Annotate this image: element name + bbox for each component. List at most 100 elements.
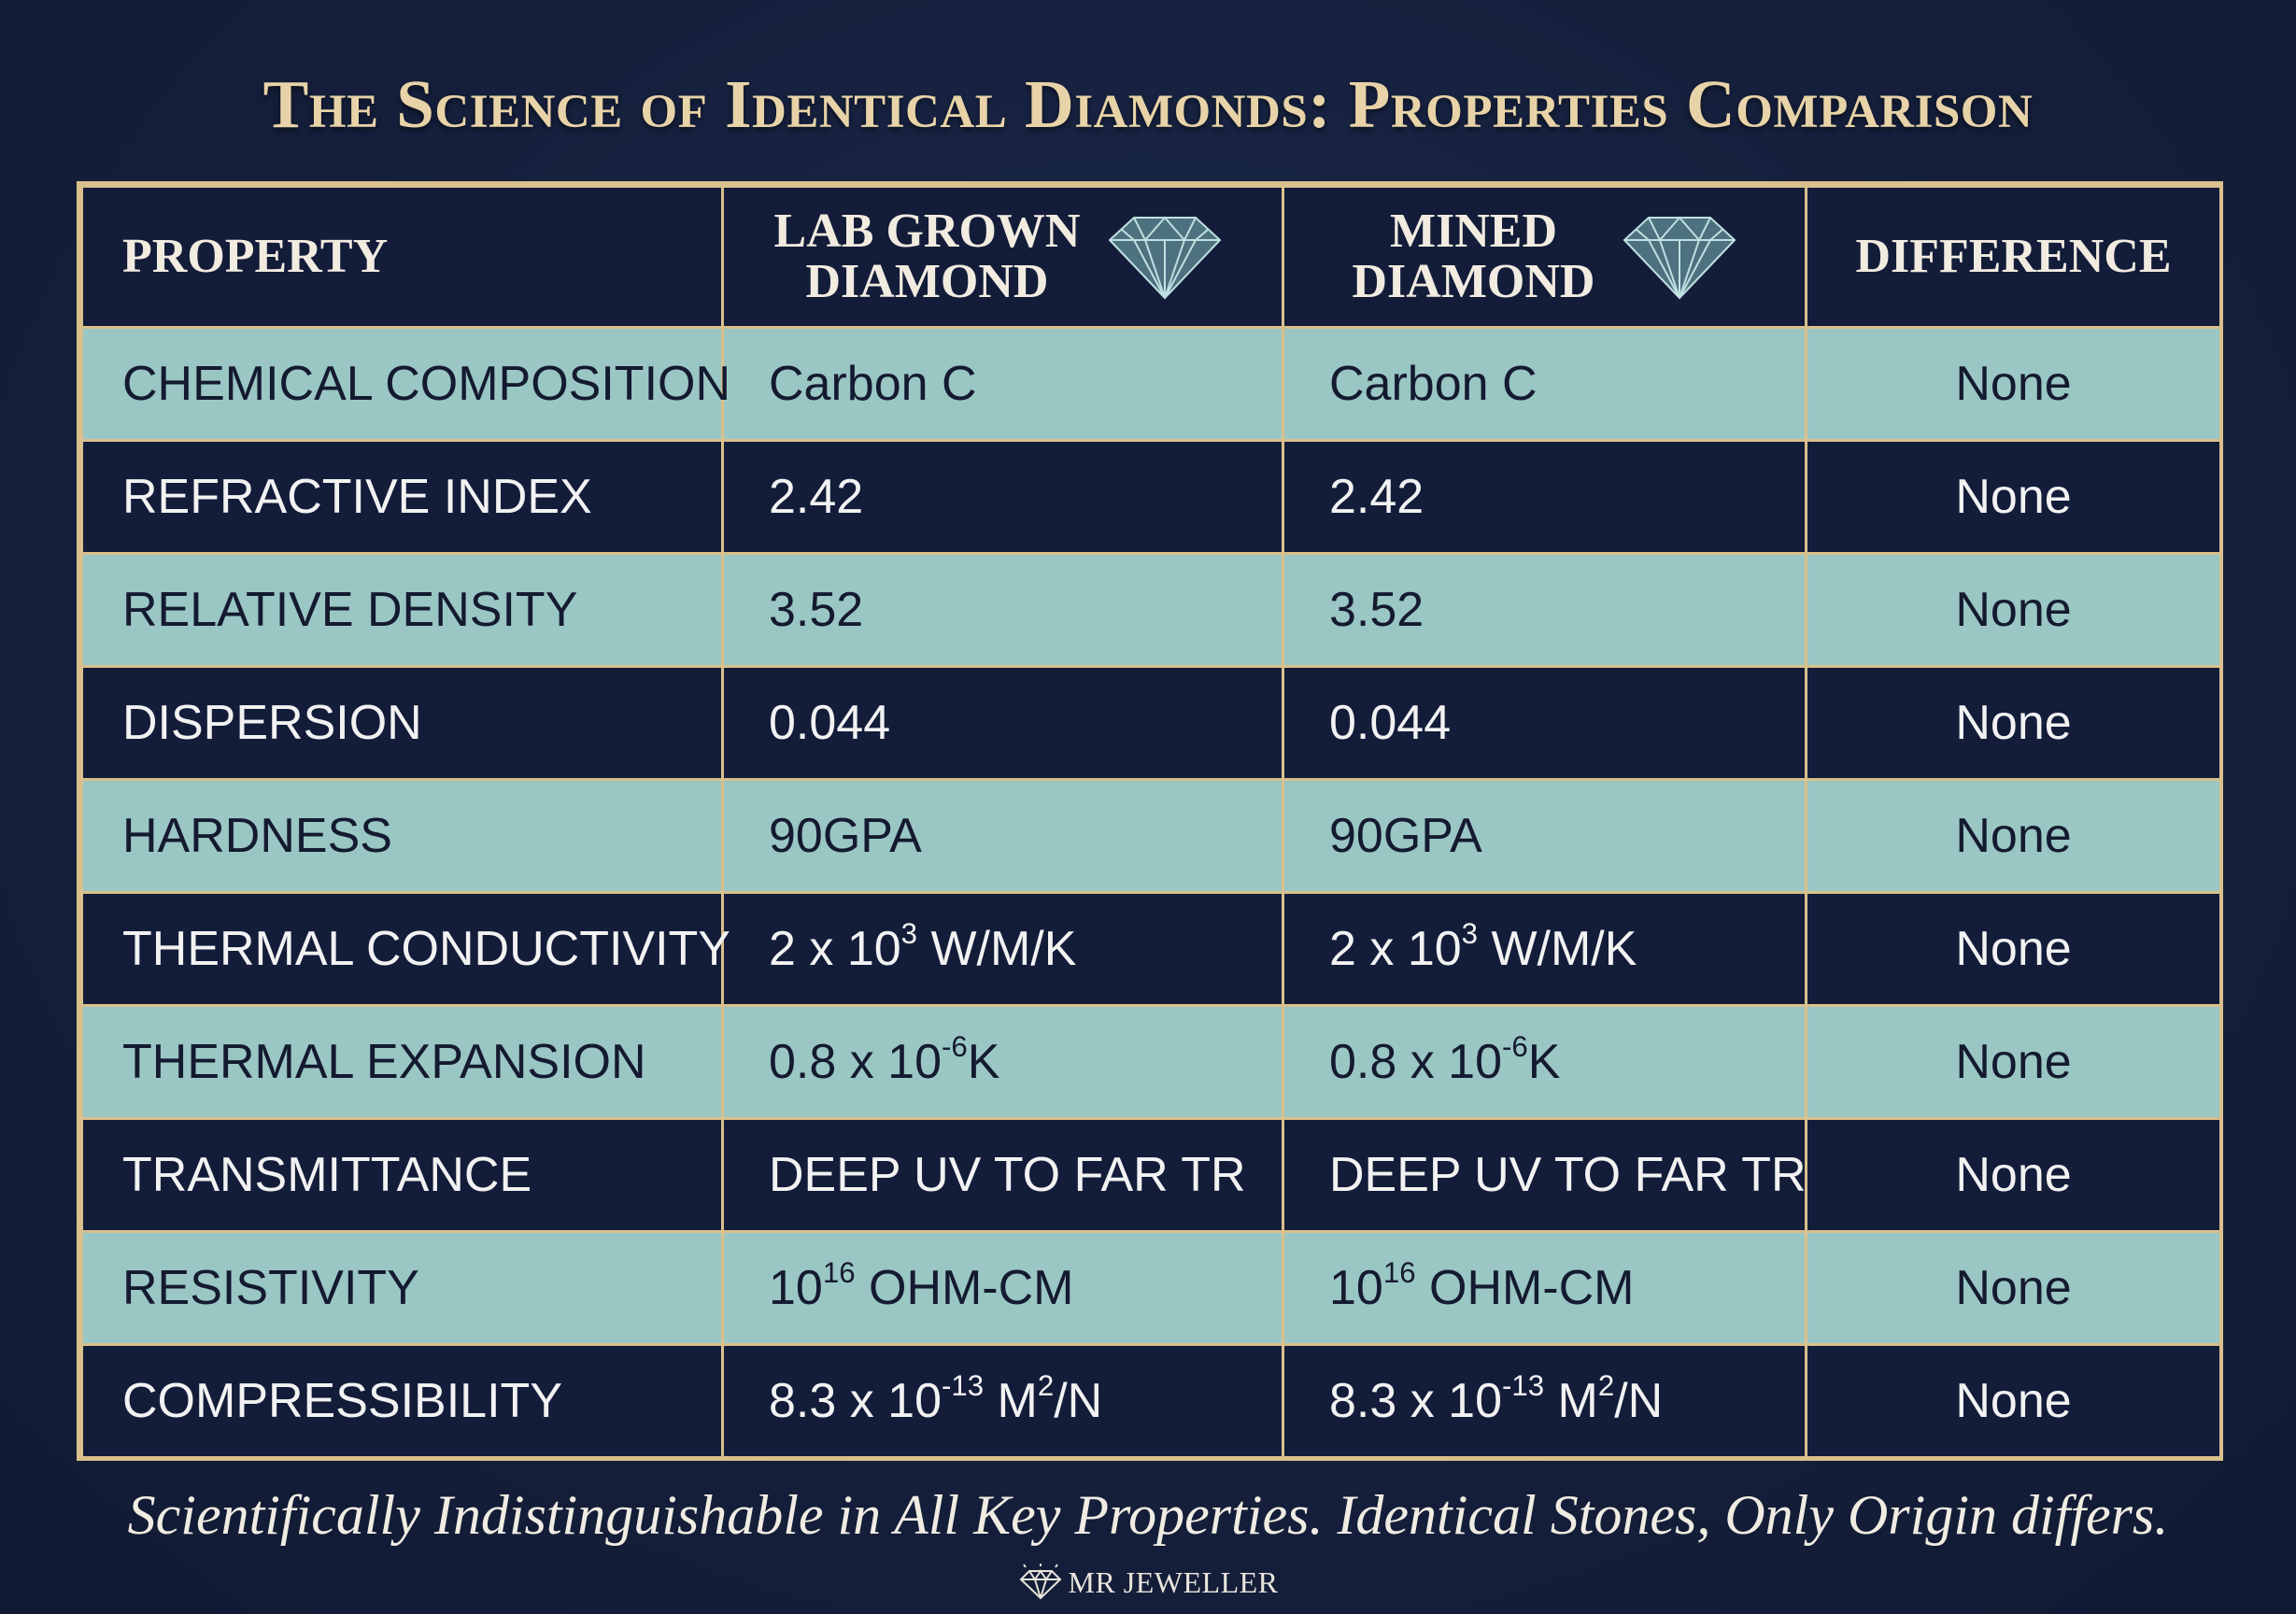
value-text: Carbon C [1329,357,1538,411]
header-lab-grown-line1: LAB GROWN [773,205,1081,258]
diamond-icon [1109,216,1222,300]
difference-cell: None [1805,665,2222,781]
lab-grown-value-cell: 2 x 103 W/M/K [721,891,1284,1007]
table-row: THERMAL EXPANSION 0.8 x 10-6K 0.8 x 10-6K N… [80,1004,2222,1120]
mined-value-cell: 0.8 x 10-6K [1282,1004,1807,1120]
mined-value-cell: 8.3 x 10-13 M2/N [1282,1343,1807,1459]
value-text: 3.52 [769,583,864,637]
table-row: DISPERSION 0.044 0.044 None [80,665,2222,781]
property-name-cell: REFRACTIVE INDEX [80,439,724,555]
diamond-logo-icon [1020,1564,1062,1600]
value-exponent: -13 [942,1369,985,1402]
property-name-cell: HARDNESS [80,778,724,894]
lab-grown-value-cell: Carbon C [721,326,1284,442]
table-row: CHEMICAL COMPOSITION Carbon C Carbon C None [80,326,2222,442]
value-text: 8.3 x 10 [769,1374,942,1428]
property-name-cell: THERMAL EXPANSION [80,1004,724,1120]
header-mined-line2: DIAMOND [1352,255,1595,308]
value-text: /N [1054,1374,1103,1428]
difference-cell: None [1805,778,2222,894]
mined-value-cell: 3.52 [1282,552,1807,668]
difference-cell: None [1805,1230,2222,1346]
property-name-cell: TRANSMITTANCE [80,1117,724,1233]
mined-value-cell: 90GPA [1282,778,1807,894]
value-exponent: 3 [900,917,918,950]
difference-cell: None [1805,1004,2222,1120]
value-text: W/M/K [1478,922,1637,976]
table-row: RESISTIVITY 1016 OHM-CM 1016 OHM-CM None [80,1230,2222,1346]
value-text: /N [1614,1374,1664,1428]
value-text: 0.044 [769,696,891,750]
properties-table: PROPERTY LAB GROWN DIAMOND [77,181,2223,1461]
property-name-cell: THERMAL CONDUCTIVITY [80,891,730,1007]
mined-value-cell: Carbon C [1282,326,1807,442]
footer-tagline: Scientifically Indistinguishable in All … [127,1484,2169,1546]
value-text: 2.42 [1329,470,1424,524]
value-exponent: 2 [1597,1369,1615,1402]
header-difference: DIFFERENCE [1805,185,2222,329]
lab-grown-value-cell: 3.52 [721,552,1284,668]
value-text: 0.8 x 10 [769,1035,942,1089]
value-text: M [1544,1374,1598,1428]
value-text: OHM-CM [1415,1261,1635,1315]
header-lab-grown-line2: DIAMOND [805,255,1049,308]
brand-name: MR JEWELLER [1068,1564,1279,1599]
page-title: The Science of Identical Diamonds: Prope… [262,66,2034,142]
table-row: THERMAL CONDUCTIVITY 2 x 103 W/M/K 2 x 103… [80,891,2222,1007]
value-text: OHM-CM [855,1261,1074,1315]
property-name-cell: RELATIVE DENSITY [80,552,724,668]
table-row: REFRACTIVE INDEX 2.42 2.42 None [80,439,2222,555]
value-text: 90GPA [769,809,922,863]
value-exponent: 16 [1382,1256,1416,1289]
diamond-icon [1623,216,1736,300]
value-text: W/M/K [917,922,1077,976]
value-text: 3.52 [1329,583,1424,637]
value-text: 0.044 [1329,696,1452,750]
header-property: PROPERTY [80,185,724,329]
difference-cell: None [1805,552,2222,668]
lab-grown-value-cell: 8.3 x 10-13 M2/N [721,1343,1284,1459]
mined-value-cell: 2 x 103 W/M/K [1282,891,1807,1007]
value-text: K [1527,1035,1561,1089]
difference-cell: None [1805,1117,2222,1233]
table-row: HARDNESS 90GPA 90GPA None [80,778,2222,894]
value-text: Carbon C [769,357,977,411]
value-text: DEEP UV TO FAR TR [769,1148,1246,1202]
value-text: 2 x 10 [1329,922,1462,976]
value-exponent: 2 [1037,1369,1055,1402]
brand-mark: MR JEWELLER [0,1562,2296,1603]
value-text: 2.42 [769,470,864,524]
header-mined-line1: MINED [1389,205,1558,258]
value-text: M [984,1374,1038,1428]
lab-grown-value-cell: 90GPA [721,778,1284,894]
table-row: TRANSMITTANCE DEEP UV TO FAR TR DEEP UV TO… [80,1117,2222,1233]
property-name-cell: CHEMICAL COMPOSITION [80,326,730,442]
table-row: RELATIVE DENSITY 3.52 3.52 None [80,552,2222,668]
mined-value-cell: DEEP UV TO FAR TR [1282,1117,1807,1233]
value-text: 8.3 x 10 [1329,1374,1503,1428]
value-exponent: -6 [1502,1030,1528,1063]
value-exponent: 16 [822,1256,856,1289]
difference-cell: None [1805,1343,2222,1459]
property-name-cell: DISPERSION [80,665,724,781]
value-text: K [967,1035,1000,1089]
header-mined: MINED DIAMOND [1282,185,1807,329]
value-exponent: 3 [1461,917,1479,950]
value-text: 10 [1329,1261,1383,1315]
mined-value-cell: 1016 OHM-CM [1282,1230,1807,1346]
header-lab-grown: LAB GROWN DIAMOND [721,185,1284,329]
lab-grown-value-cell: 0.044 [721,665,1284,781]
difference-cell: None [1805,891,2222,1007]
value-exponent: -6 [942,1030,968,1063]
lab-grown-value-cell: 2.42 [721,439,1284,555]
value-text: 90GPA [1329,809,1482,863]
lab-grown-value-cell: 1016 OHM-CM [721,1230,1284,1346]
lab-grown-value-cell: 0.8 x 10-6K [721,1004,1284,1120]
difference-cell: None [1805,326,2222,442]
mined-value-cell: 0.044 [1282,665,1807,781]
property-name-cell: RESISTIVITY [80,1230,724,1346]
value-text: DEEP UV TO FAR TR [1329,1148,1807,1202]
value-text: 0.8 x 10 [1329,1035,1503,1089]
table-header-row: PROPERTY LAB GROWN DIAMOND [80,185,2222,329]
table-row: COMPRESSIBILITY 8.3 x 10-13 M2/N 8.3 x 10-… [80,1343,2222,1459]
